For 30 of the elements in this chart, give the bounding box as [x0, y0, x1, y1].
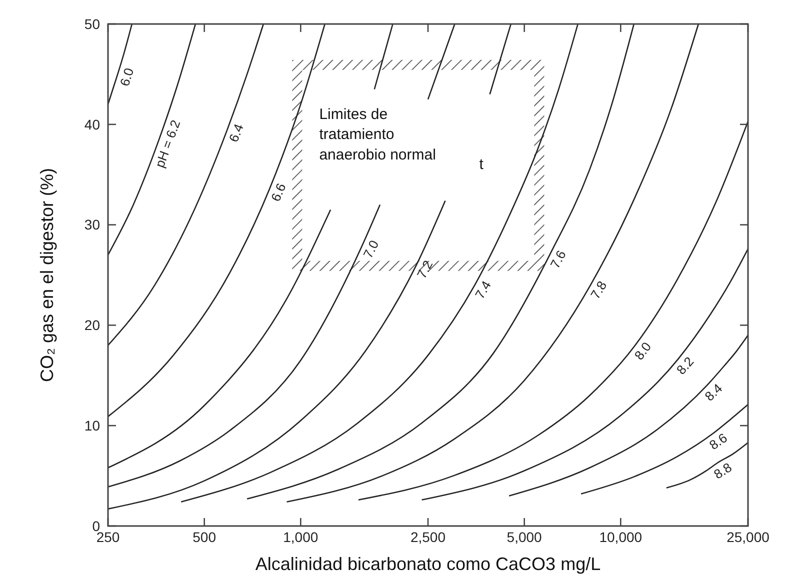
text: 7.8: [588, 278, 610, 302]
text: 6.4: [226, 122, 246, 144]
text: 8.4: [702, 380, 726, 404]
text: pH = 6.2: [152, 118, 184, 170]
text: 8.0: [631, 339, 654, 363]
y-tick-label: 50: [84, 16, 100, 32]
annotation: Limites de tratamiento anaerobio normal: [319, 106, 436, 164]
x-tick-label: 10,000: [599, 529, 642, 545]
text: 8.6: [706, 430, 730, 453]
text: 8.2: [673, 354, 697, 378]
text: 6.0: [116, 66, 137, 88]
y-tick-label: 30: [84, 216, 100, 233]
y-tick-label: 20: [84, 317, 100, 334]
x-tick-label: 500: [192, 529, 216, 545]
x-tick-label: 1,000: [283, 529, 318, 545]
text: 7.6: [547, 248, 569, 271]
text: 7.0: [360, 238, 382, 261]
x-axis-title: Alcalinidad bicarbonato como CaCO3 mg/L: [255, 554, 601, 574]
x-tick-label: 2,500: [410, 529, 446, 545]
x-tick-label: 25,000: [726, 529, 770, 545]
y-tick-label: 10: [84, 418, 100, 434]
text: 6.6: [268, 181, 289, 204]
annotation: t: [479, 156, 484, 174]
x-tick-label: 5,000: [506, 529, 542, 545]
y-axis-title: CO₂ gas en el digestor (%): [37, 168, 57, 382]
text: 8.8: [711, 460, 734, 482]
text: 7.4: [472, 278, 494, 302]
y-tick-label: 40: [84, 116, 100, 132]
line-series: [107, 23, 133, 105]
text: 7.2: [414, 258, 436, 281]
